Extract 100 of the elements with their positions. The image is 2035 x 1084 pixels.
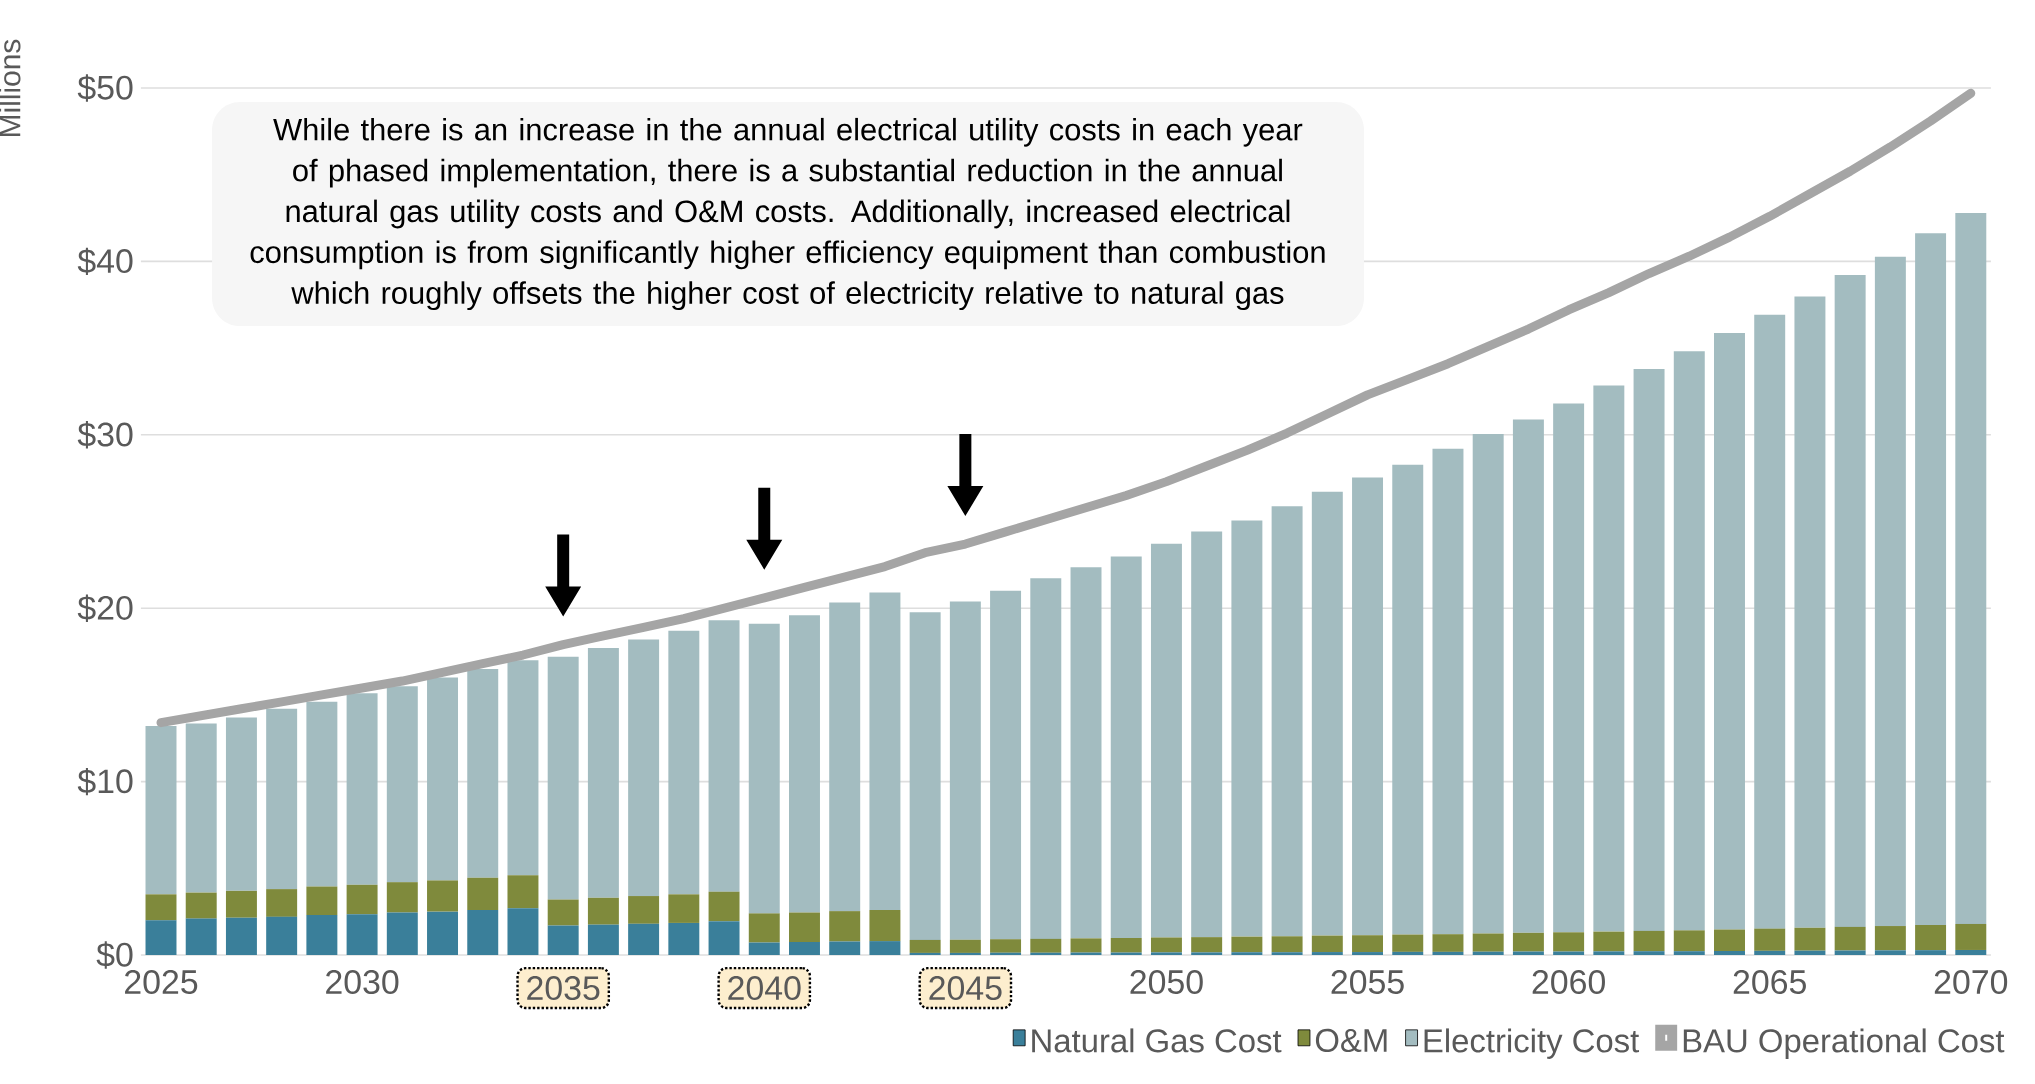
- bar: [225, 917, 257, 955]
- bar: [346, 884, 378, 915]
- bar: [1472, 933, 1504, 952]
- bar: [1593, 931, 1625, 952]
- bar: [1754, 928, 1786, 951]
- bar: [386, 686, 418, 883]
- bar: [1352, 935, 1384, 953]
- y-tick-label: $40: [77, 247, 133, 276]
- x-tick-label: 2045: [929, 976, 1002, 1001]
- bar: [990, 939, 1022, 953]
- x-tick-label: 2040: [728, 976, 801, 1001]
- bar: [386, 882, 418, 913]
- bar: [507, 875, 539, 909]
- bar: [225, 717, 257, 891]
- bar: [829, 941, 861, 955]
- bar: [1794, 927, 1826, 951]
- bar: [1110, 556, 1142, 939]
- bar: [628, 639, 660, 897]
- bar: [1150, 937, 1182, 953]
- bar: [1070, 938, 1102, 953]
- bar: [1512, 932, 1544, 952]
- y-tick-label: $0: [96, 941, 133, 969]
- bar: [427, 911, 459, 955]
- bar: [909, 939, 941, 953]
- bar: [1714, 333, 1745, 930]
- bar: [1150, 952, 1182, 955]
- bar: [427, 677, 459, 881]
- bar: [1874, 950, 1906, 955]
- bar: [1834, 950, 1866, 955]
- x-tick-label: 2030: [326, 970, 399, 995]
- bar: [1271, 506, 1303, 937]
- bar: [1432, 934, 1464, 952]
- x-tick-label: 2055: [1331, 970, 1404, 995]
- bar: [507, 660, 539, 876]
- bar: [1030, 938, 1062, 953]
- bar: [909, 612, 941, 940]
- y-tick-label: $20: [77, 594, 133, 622]
- bar: [185, 723, 217, 893]
- bar: [1673, 951, 1705, 955]
- bar: [1915, 950, 1947, 955]
- bar: [386, 912, 418, 955]
- bar: [748, 913, 780, 943]
- bar: [185, 918, 217, 955]
- bar: [1955, 213, 1987, 924]
- x-tick-label: 2065: [1733, 970, 1806, 995]
- bar: [587, 648, 619, 898]
- x-tick-label: 2070: [1934, 970, 2008, 995]
- bar: [346, 914, 378, 955]
- bar: [1432, 951, 1464, 955]
- bar: [869, 592, 901, 910]
- bar: [1955, 923, 1987, 950]
- bar: [949, 601, 981, 940]
- bar: [306, 915, 338, 955]
- bar: [789, 912, 820, 942]
- bar: [266, 708, 298, 890]
- bar: [1392, 951, 1424, 955]
- bar: [1392, 934, 1424, 952]
- bar: [1472, 434, 1504, 934]
- bar: [1191, 531, 1223, 938]
- bar: [547, 925, 579, 955]
- bar: [1231, 952, 1263, 955]
- y-tick-label: $50: [77, 74, 133, 102]
- bar: [708, 620, 740, 892]
- bar: [1633, 930, 1665, 952]
- bar: [1673, 351, 1705, 931]
- bar: [1150, 543, 1182, 938]
- bar: [869, 941, 901, 955]
- bar: [587, 924, 619, 955]
- bar: [1915, 233, 1947, 925]
- bar: [1070, 567, 1102, 939]
- bar: [1311, 935, 1343, 953]
- bar: [949, 952, 981, 955]
- bar: [266, 889, 298, 917]
- legend-label: Electricity Cost: [1424, 1028, 1640, 1060]
- bar: [547, 899, 579, 926]
- bar: [1834, 274, 1866, 927]
- bar: [829, 911, 861, 942]
- bar: [1311, 491, 1343, 936]
- bar: [1191, 937, 1223, 953]
- bar: [869, 909, 901, 942]
- bar: [467, 877, 499, 910]
- bar: [789, 941, 820, 955]
- bar: [145, 894, 177, 921]
- bar: [467, 909, 499, 955]
- bar: [1593, 385, 1625, 932]
- bar: [1915, 925, 1947, 951]
- x-tick-label: 2060: [1532, 970, 1605, 995]
- bar: [1271, 936, 1303, 953]
- bar: [708, 921, 740, 955]
- legend-label: O&M: [1315, 1028, 1387, 1053]
- bar: [1673, 930, 1705, 952]
- bar: [1714, 951, 1745, 955]
- bar: [547, 656, 579, 900]
- bar: [1874, 926, 1906, 951]
- x-tick-label: 2025: [125, 970, 198, 995]
- bar: [1472, 951, 1504, 955]
- bar: [668, 630, 700, 895]
- bar: [507, 908, 539, 955]
- bar: [1633, 369, 1665, 931]
- bar: [990, 590, 1022, 940]
